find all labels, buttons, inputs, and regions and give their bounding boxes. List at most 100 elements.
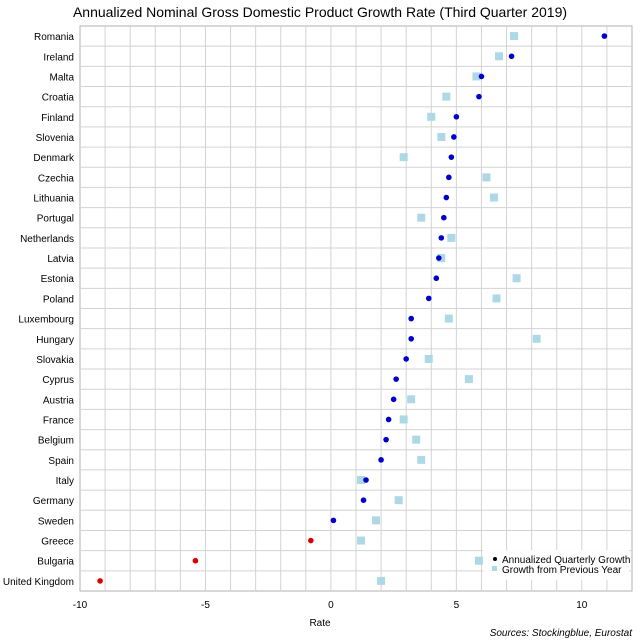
quarterly-growth-marker: [601, 33, 608, 39]
quarterly-growth-marker: [476, 93, 482, 100]
legend-label-quarterly: Annualized Quarterly Growth: [502, 555, 630, 566]
yearly-growth-marker: [372, 516, 381, 525]
yearly-growth-marker: [427, 112, 436, 121]
yearly-growth-marker: [464, 375, 473, 384]
x-axis-labels: -10 -5 0 5 10: [73, 600, 588, 611]
y-tick-label: Hungary: [36, 335, 74, 346]
y-tick-label: Poland: [43, 294, 74, 305]
y-tick-label: Portugal: [37, 214, 74, 225]
quarterly-growth-marker: [378, 457, 384, 463]
y-tick-label: Slovenia: [36, 133, 75, 144]
quarterly-growth-marker: [433, 275, 440, 282]
yearly-growth-marker: [512, 274, 521, 283]
legend-box: [483, 550, 629, 580]
quarterly-growth-marker: [453, 114, 460, 120]
y-tick-label: Croatia: [42, 93, 75, 104]
yearly-growth-marker: [437, 132, 446, 141]
quarterly-growth-marker: [436, 255, 442, 261]
yearly-growth-marker: [424, 354, 433, 363]
quarterly-growth-marker: [403, 356, 409, 362]
y-tick-label: Spain: [48, 456, 74, 467]
legend-marker-quarterly: [493, 557, 497, 561]
quarterly-growth-marker: [478, 73, 485, 80]
legend: Annualized Quarterly Growth Growth from …: [483, 550, 630, 580]
quarterly-growth-marker: [308, 537, 314, 544]
x-tick-label: 5: [454, 600, 460, 611]
y-tick-label: Estonia: [41, 274, 75, 285]
yearly-growth-marker: [417, 455, 426, 464]
yearly-growth-marker: [399, 153, 408, 162]
yearly-growth-marker: [399, 415, 408, 424]
y-tick-label: Luxembourg: [18, 315, 74, 326]
quarterly-growth-marker: [438, 235, 445, 241]
yearly-growth-marker: [412, 435, 421, 444]
quarterly-growth-marker: [443, 194, 450, 201]
chart-title: Annualized Nominal Gross Domestic Produc…: [73, 4, 567, 20]
x-axis-title: Rate: [309, 618, 331, 629]
y-tick-label: Greece: [41, 537, 74, 548]
yearly-growth-marker: [495, 52, 504, 61]
yearly-growth-marker: [357, 476, 366, 485]
quarterly-growth-marker: [192, 557, 199, 564]
quarterly-growth-marker: [97, 578, 103, 584]
yearly-growth-marker: [492, 294, 501, 303]
y-axis-labels: Romania Ireland Malta Croatia Finland Sloveni…: [3, 32, 75, 588]
x-tick-label: 0: [328, 600, 334, 611]
yearly-growth-marker: [357, 536, 366, 545]
legend-marker-yearly: [492, 566, 497, 571]
y-tick-label: Bulgaria: [37, 557, 74, 568]
quarterly-growth-marker: [360, 497, 367, 503]
y-tick-label: Austria: [43, 395, 75, 406]
y-tick-label: Belgium: [38, 436, 74, 447]
x-tick-label: 10: [576, 600, 588, 611]
grid-lines: [80, 26, 632, 591]
y-tick-label: Lithuania: [33, 194, 74, 205]
yearly-growth-marker: [394, 496, 403, 505]
quarterly-growth-marker: [363, 477, 369, 483]
y-tick-label: France: [43, 415, 75, 426]
y-tick-label: Czechia: [38, 173, 75, 184]
legend-label-yearly: Growth from Previous Year: [502, 565, 622, 576]
yearly-growth-marker: [532, 334, 541, 343]
yearly-growth-marker: [444, 314, 453, 323]
y-tick-label: Finland: [41, 113, 74, 124]
data-marks: [97, 32, 608, 585]
quarterly-growth-marker: [390, 396, 397, 403]
y-tick-label: Netherlands: [20, 234, 74, 245]
quarterly-growth-marker: [408, 315, 415, 322]
quarterly-growth-marker: [446, 174, 452, 181]
quarterly-growth-marker: [441, 214, 447, 221]
y-tick-label: Italy: [56, 476, 74, 487]
quarterly-growth-marker: [330, 517, 337, 524]
y-tick-label: Ireland: [43, 52, 74, 63]
y-tick-label: Sweden: [38, 516, 74, 527]
quarterly-growth-marker: [385, 416, 392, 423]
yearly-growth-marker: [472, 72, 481, 81]
quarterly-growth-marker: [448, 154, 455, 160]
yearly-growth-marker: [417, 213, 426, 222]
yearly-growth-marker: [447, 233, 456, 242]
x-tick-label: -5: [201, 600, 210, 611]
y-tick-label: Latvia: [47, 254, 74, 265]
y-tick-label: Malta: [50, 72, 75, 83]
yearly-growth-marker: [377, 576, 386, 585]
y-tick-label: United Kingdom: [3, 577, 74, 588]
yearly-growth-marker: [407, 395, 416, 404]
y-tick-label: Slovakia: [36, 355, 74, 366]
y-tick-label: Cyprus: [42, 375, 74, 386]
yearly-growth-marker: [482, 173, 491, 182]
quarterly-growth-marker: [425, 295, 432, 302]
x-tick-label: -10: [73, 600, 88, 611]
yearly-growth-marker: [490, 193, 498, 202]
quarterly-growth-marker: [451, 134, 457, 140]
source-note: Sources: Stockingblue, Eurostat: [490, 628, 634, 639]
quarterly-growth-marker: [393, 376, 399, 382]
y-tick-label: Germany: [33, 496, 74, 507]
y-tick-label: Romania: [34, 32, 74, 43]
y-tick-label: Denmark: [33, 153, 75, 164]
quarterly-growth-marker: [408, 335, 415, 342]
yearly-growth-marker: [510, 32, 519, 41]
quarterly-growth-marker: [383, 436, 389, 443]
yearly-growth-marker: [474, 556, 483, 565]
